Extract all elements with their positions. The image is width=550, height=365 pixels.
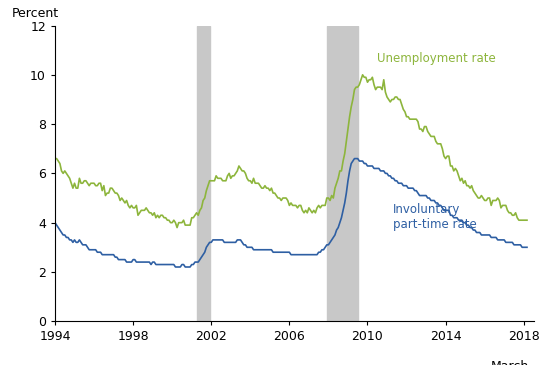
Text: Involuntary
part-time rate: Involuntary part-time rate: [393, 203, 477, 231]
Bar: [327, 26, 358, 321]
Text: Percent: Percent: [12, 7, 59, 20]
Bar: [196, 26, 210, 321]
Text: Unemployment rate: Unemployment rate: [377, 52, 496, 65]
Text: March: March: [491, 360, 529, 365]
